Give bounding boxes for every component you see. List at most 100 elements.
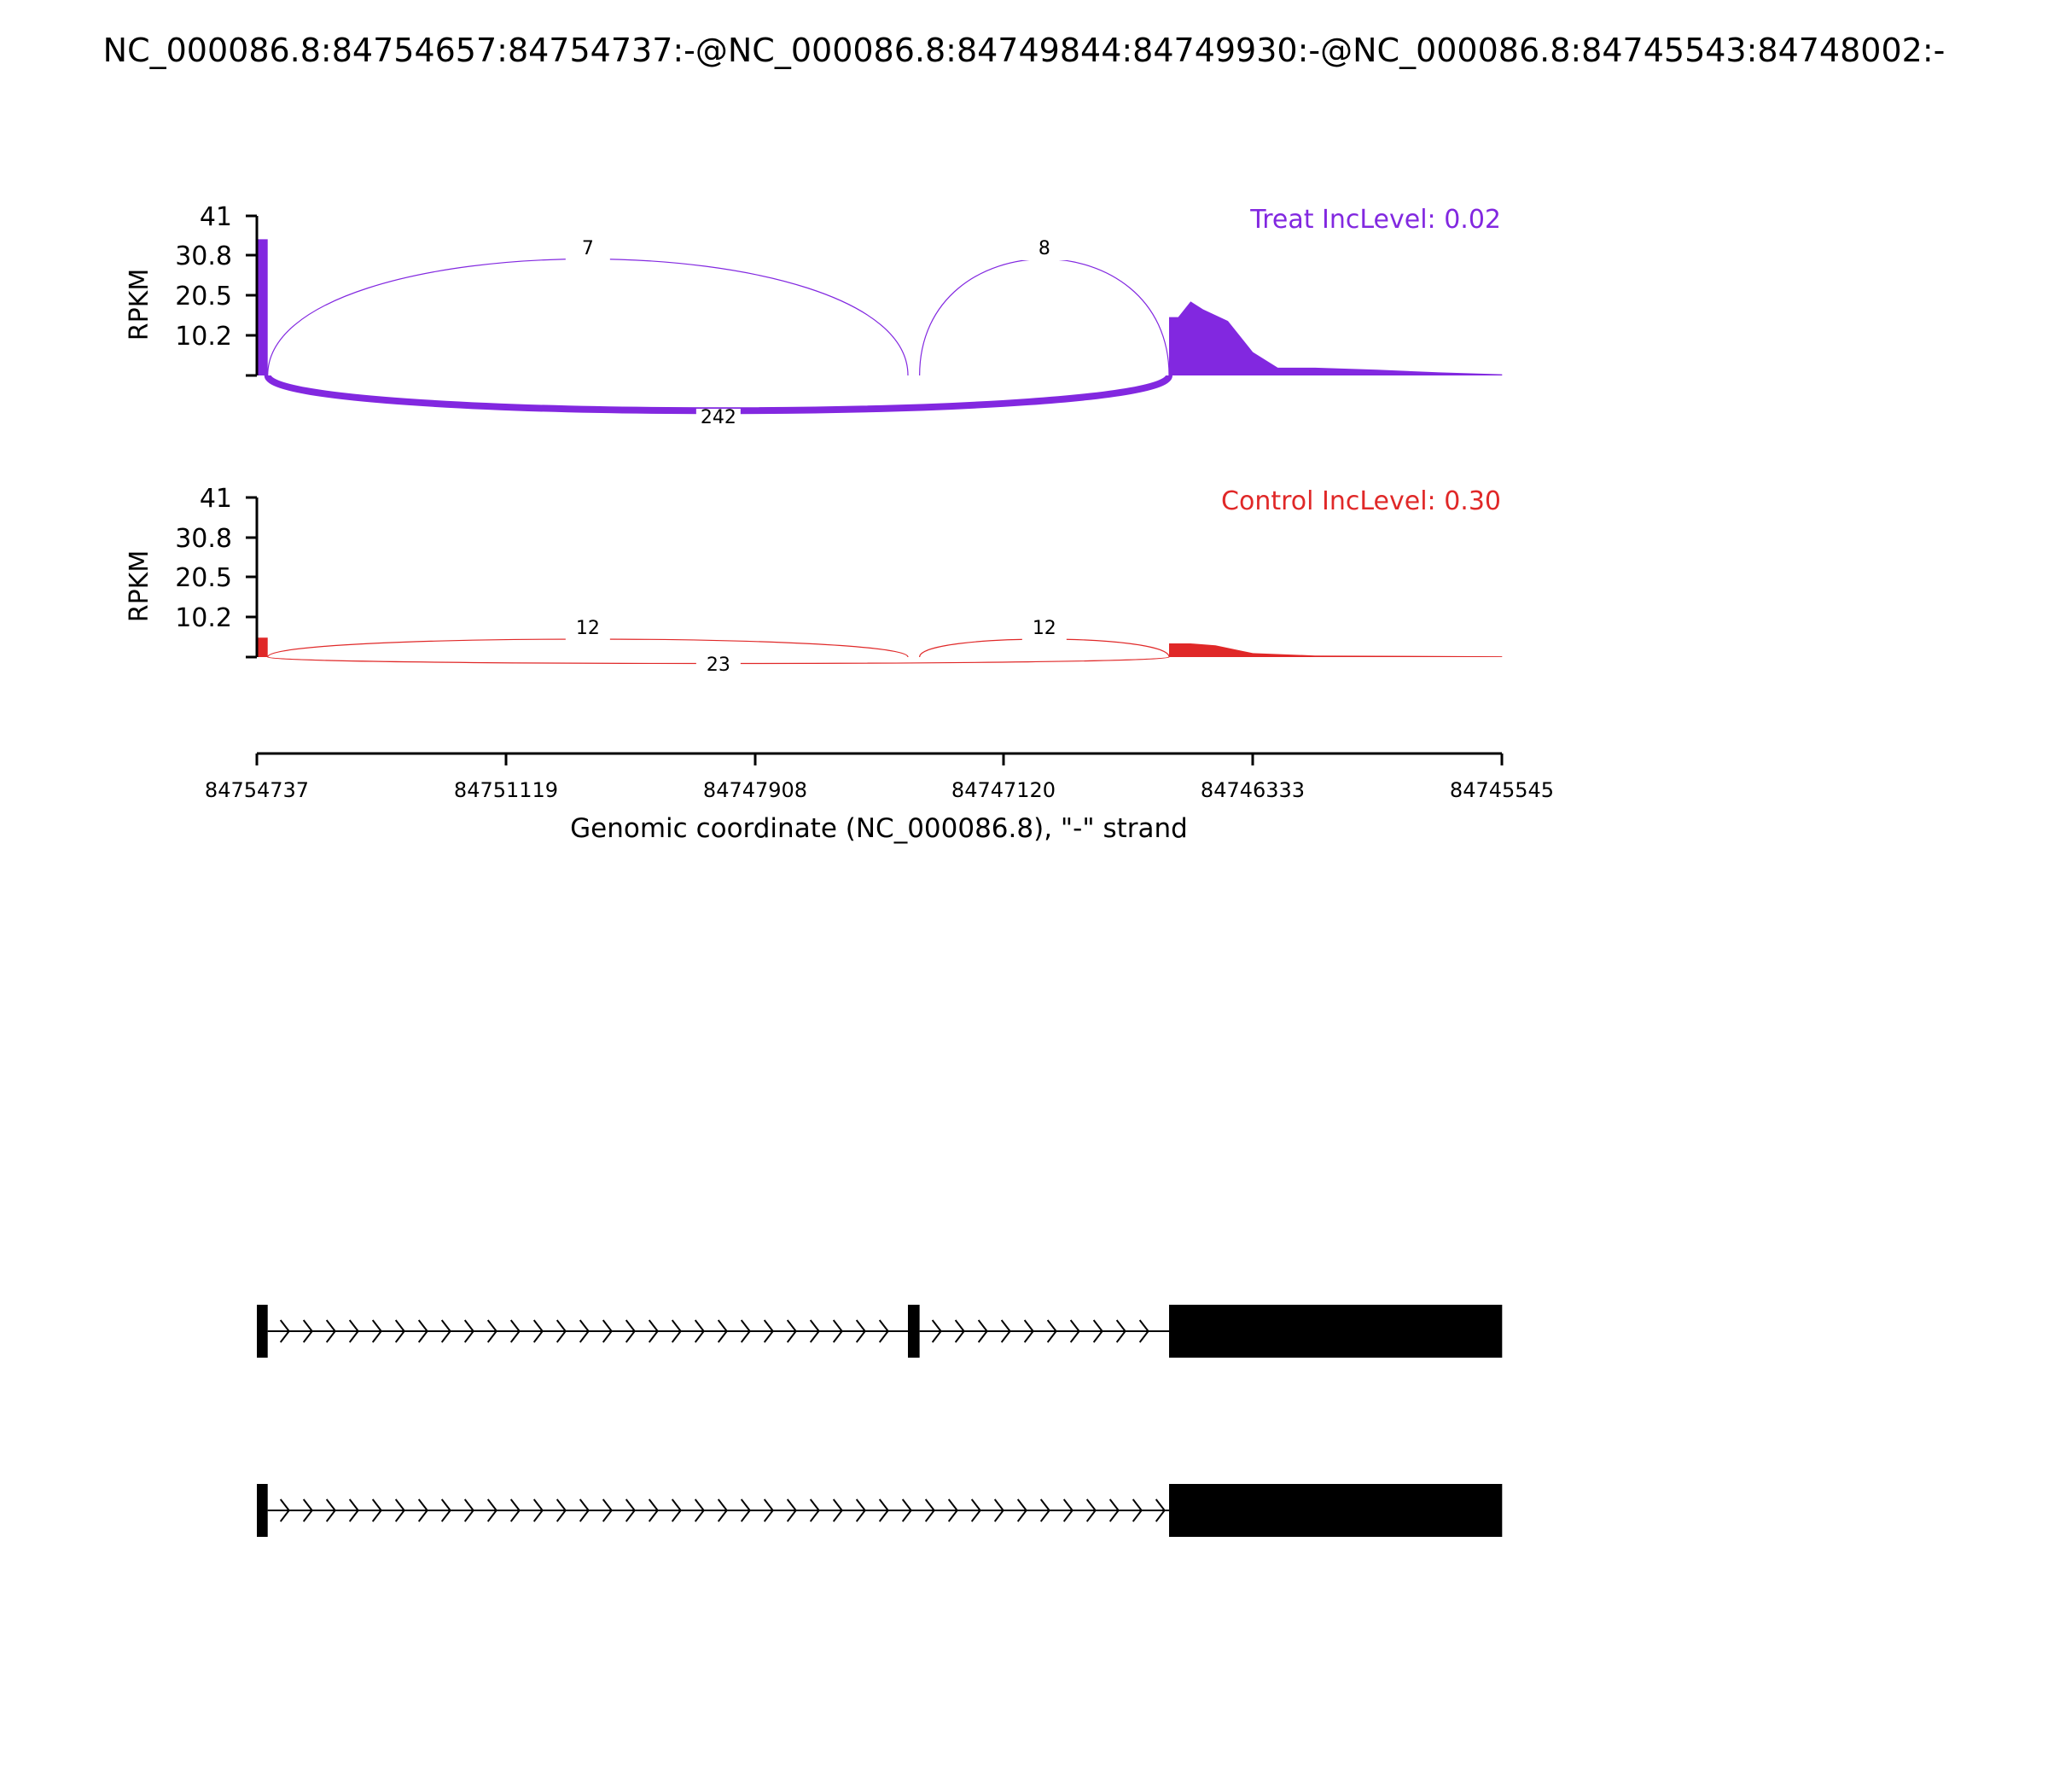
strand-chevron (931, 1319, 942, 1343)
junction-label-bg (1021, 620, 1067, 640)
strand-chevron (1108, 1498, 1120, 1522)
control-inclevel-label: Control IncLevel: 0.30 (1221, 486, 1501, 516)
control-panel: 12 12 23 41 30.8 20.5 10.2 RPKM Control In… (125, 484, 1503, 677)
strand-chevron (325, 1319, 336, 1343)
strand-chevron (532, 1319, 544, 1343)
x-tick-label: 84747908 (703, 778, 807, 802)
junction-arc (267, 638, 909, 658)
strand-chevron (602, 1498, 613, 1522)
exon-block (1169, 1305, 1503, 1358)
strand-chevron (954, 1319, 965, 1343)
strand-chevron (763, 1498, 774, 1522)
x-axis-label: Genomic coordinate (NC_000086.8), "-" st… (570, 813, 1188, 844)
strand-chevron (671, 1319, 682, 1343)
transcript-inclusion (257, 1305, 1503, 1358)
strand-chevron (1132, 1498, 1143, 1522)
strand-chevron (463, 1498, 474, 1522)
strand-chevron (694, 1498, 705, 1522)
junction-label-bg (695, 409, 741, 429)
strand-chevron (625, 1498, 636, 1522)
figure-title: NC_000086.8:84754657:84754737:-@NC_00008… (103, 32, 1946, 69)
junction-arc (919, 258, 1170, 376)
strand-chevron (993, 1498, 1004, 1522)
strand-chevron (325, 1498, 336, 1522)
x-tick-label: 84747120 (951, 778, 1056, 802)
treat-y-axis-label: RPKM (125, 269, 154, 341)
strand-chevron (348, 1319, 359, 1343)
strand-chevron (579, 1319, 590, 1343)
exon-block (1169, 1484, 1503, 1537)
strand-chevron (648, 1498, 659, 1522)
strand-chevron (394, 1498, 405, 1522)
treat-junctions: 7 8 242 (264, 238, 1173, 429)
strand-chevron (809, 1319, 820, 1343)
strand-chevron (740, 1319, 751, 1343)
strand-chevron (970, 1498, 981, 1522)
strand-chevron (717, 1319, 728, 1343)
strand-chevron (279, 1319, 290, 1343)
junction-count-label: 8 (1039, 238, 1050, 259)
strand-chevron (809, 1498, 820, 1522)
strand-chevron (302, 1498, 313, 1522)
junction-label-bg (565, 240, 610, 260)
junction-arc (264, 374, 1173, 415)
strand-chevron (1085, 1498, 1097, 1522)
junction-count-label: 242 (701, 407, 736, 428)
control-y-axis: 41 30.8 20.5 10.2 RPKM (125, 484, 259, 659)
junction-label-bg (1021, 240, 1067, 260)
strand-chevron (832, 1498, 843, 1522)
strand-chevron (763, 1319, 774, 1343)
strand-chevron (279, 1498, 290, 1522)
strand-chevron (1092, 1319, 1103, 1343)
strand-chevron (371, 1498, 382, 1522)
strand-chevron (1155, 1498, 1166, 1522)
junction-count-label: 12 (576, 618, 600, 639)
control-y-tick-label: 30.8 (175, 524, 232, 554)
strand-chevron (440, 1319, 451, 1343)
x-tick-label: 84754737 (205, 778, 309, 802)
treat-y-tick-label: 41 (200, 202, 232, 232)
junction-arc (919, 638, 1170, 658)
strand-chevron (878, 1498, 889, 1522)
strand-chevron (486, 1319, 497, 1343)
control-y-tick-label: 10.2 (175, 603, 232, 633)
strand-chevron (1138, 1319, 1149, 1343)
exon-block (257, 1484, 268, 1537)
strand-chevron (417, 1498, 428, 1522)
strand-chevron (878, 1319, 889, 1343)
treat-y-axis: 41 30.8 20.5 10.2 RPKM (125, 202, 259, 377)
strand-chevron (1115, 1319, 1126, 1343)
strand-chevron (1069, 1319, 1080, 1343)
strand-chevron (509, 1498, 521, 1522)
strand-chevron (532, 1498, 544, 1522)
control-y-tick-label: 20.5 (175, 563, 232, 593)
strand-chevron (740, 1498, 751, 1522)
strand-chevron (1023, 1319, 1034, 1343)
strand-chevron (556, 1319, 567, 1343)
junction-arc (267, 258, 909, 376)
strand-chevron (1039, 1498, 1050, 1522)
strand-chevron (901, 1498, 912, 1522)
x-tick-label: 84745545 (1450, 778, 1554, 802)
control-y-axis-label: RPKM (125, 550, 154, 623)
junction-count-label: 7 (582, 238, 594, 259)
junction-label-bg (695, 656, 741, 677)
exon-block (257, 1305, 268, 1358)
strand-chevron (417, 1319, 428, 1343)
strand-chevron (556, 1498, 567, 1522)
gene-model (257, 1305, 1503, 1537)
transcript-skipping (257, 1484, 1503, 1537)
junction-label-bg (565, 620, 610, 640)
strand-chevron (602, 1319, 613, 1343)
treat-inclevel-label: Treat IncLevel: 0.02 (1249, 205, 1501, 235)
strand-chevron (1062, 1498, 1073, 1522)
strand-chevron (786, 1498, 797, 1522)
strand-chevron (977, 1319, 988, 1343)
x-tick-label: 84746333 (1201, 778, 1305, 802)
strand-chevron (371, 1319, 382, 1343)
strand-chevron (579, 1498, 590, 1522)
strand-chevron (947, 1498, 958, 1522)
treat-y-tick-label: 30.8 (175, 241, 232, 271)
junction-count-label: 23 (707, 655, 730, 676)
x-tick-label: 84751119 (454, 778, 558, 802)
